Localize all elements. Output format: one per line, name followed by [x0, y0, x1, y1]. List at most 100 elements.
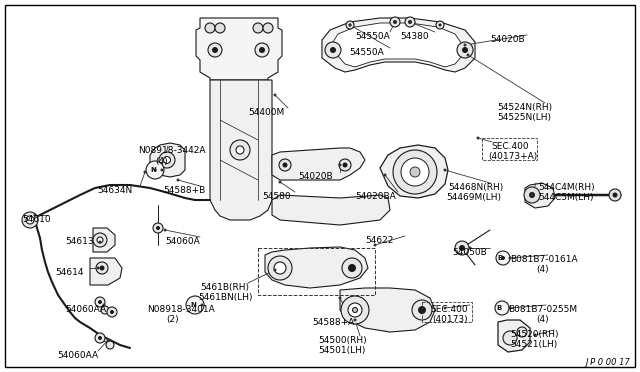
Circle shape: [501, 256, 505, 260]
Text: 54550A: 54550A: [349, 48, 384, 57]
Circle shape: [163, 157, 170, 164]
Circle shape: [496, 251, 510, 265]
Text: 54588+A: 54588+A: [312, 318, 355, 327]
Bar: [258, 248, 375, 295]
Text: (4): (4): [155, 157, 168, 166]
Text: N: N: [150, 167, 156, 173]
Circle shape: [110, 310, 114, 314]
Circle shape: [26, 216, 34, 224]
Text: 54614: 54614: [55, 268, 83, 277]
Circle shape: [462, 47, 468, 53]
Circle shape: [503, 331, 517, 345]
Text: 54520(RH): 54520(RH): [510, 330, 559, 339]
Circle shape: [463, 44, 467, 46]
Circle shape: [412, 300, 432, 320]
Circle shape: [394, 20, 397, 23]
Text: 544C5M(LH): 544C5M(LH): [538, 193, 593, 202]
Circle shape: [509, 307, 511, 310]
Text: 54580: 54580: [262, 192, 291, 201]
Text: 54060AA: 54060AA: [65, 305, 106, 314]
Bar: [482, 138, 537, 160]
Circle shape: [383, 173, 387, 176]
Circle shape: [459, 245, 465, 251]
Text: B081B7-0161A: B081B7-0161A: [510, 255, 578, 264]
Circle shape: [468, 247, 472, 250]
Text: B: B: [497, 305, 502, 311]
Text: 54020B: 54020B: [490, 35, 525, 44]
Bar: [422, 302, 472, 322]
Text: 54524N(RH): 54524N(RH): [497, 103, 552, 112]
Text: (2): (2): [166, 315, 179, 324]
Circle shape: [444, 307, 447, 310]
Text: 54020BA: 54020BA: [355, 192, 396, 201]
Circle shape: [393, 150, 437, 194]
Polygon shape: [380, 145, 448, 198]
Circle shape: [259, 47, 265, 53]
Circle shape: [349, 23, 351, 26]
Circle shape: [215, 23, 225, 33]
Circle shape: [96, 262, 108, 274]
Text: 54400M: 54400M: [248, 108, 284, 117]
Text: 54020B: 54020B: [298, 172, 333, 181]
Circle shape: [612, 192, 618, 198]
Circle shape: [278, 180, 282, 183]
Circle shape: [325, 42, 341, 58]
Circle shape: [418, 306, 426, 314]
Circle shape: [444, 169, 447, 171]
Circle shape: [346, 21, 354, 29]
Circle shape: [268, 256, 292, 280]
Circle shape: [405, 17, 415, 27]
Circle shape: [253, 23, 263, 33]
Circle shape: [348, 264, 356, 272]
Circle shape: [106, 339, 109, 341]
Text: B081B7-0255M: B081B7-0255M: [508, 305, 577, 314]
Circle shape: [374, 244, 376, 247]
Polygon shape: [525, 183, 555, 208]
Circle shape: [255, 43, 269, 57]
Circle shape: [349, 23, 351, 26]
Polygon shape: [322, 18, 475, 72]
Circle shape: [153, 223, 163, 233]
Circle shape: [408, 20, 412, 23]
Circle shape: [438, 23, 442, 26]
Circle shape: [531, 193, 534, 196]
Circle shape: [95, 333, 105, 343]
Text: J P 0 00 17: J P 0 00 17: [585, 358, 630, 367]
Circle shape: [517, 327, 527, 337]
Polygon shape: [272, 195, 390, 225]
Circle shape: [279, 159, 291, 171]
Circle shape: [529, 192, 535, 198]
Circle shape: [177, 179, 179, 182]
Polygon shape: [90, 258, 122, 285]
Circle shape: [477, 137, 479, 140]
Circle shape: [534, 334, 536, 337]
Circle shape: [273, 269, 276, 272]
Circle shape: [410, 167, 420, 177]
Text: N: N: [190, 302, 196, 308]
Text: 54501(LH): 54501(LH): [318, 346, 365, 355]
Circle shape: [353, 318, 356, 321]
Circle shape: [339, 296, 342, 299]
Circle shape: [509, 257, 511, 260]
Circle shape: [154, 169, 157, 171]
Circle shape: [163, 228, 166, 231]
Circle shape: [212, 47, 218, 53]
Circle shape: [495, 301, 509, 315]
Text: (4): (4): [536, 315, 548, 324]
Circle shape: [186, 296, 204, 314]
Circle shape: [101, 306, 109, 314]
Circle shape: [390, 17, 400, 27]
Circle shape: [102, 304, 106, 307]
Circle shape: [106, 341, 114, 349]
Circle shape: [33, 214, 36, 217]
Circle shape: [330, 47, 336, 53]
Text: 54060AA: 54060AA: [57, 351, 98, 360]
Circle shape: [98, 300, 102, 304]
Text: 54380: 54380: [400, 32, 429, 41]
Polygon shape: [272, 148, 365, 180]
Circle shape: [455, 241, 469, 255]
Circle shape: [156, 226, 160, 230]
Circle shape: [524, 187, 540, 203]
Text: 54588+B: 54588+B: [163, 186, 205, 195]
Circle shape: [609, 189, 621, 201]
